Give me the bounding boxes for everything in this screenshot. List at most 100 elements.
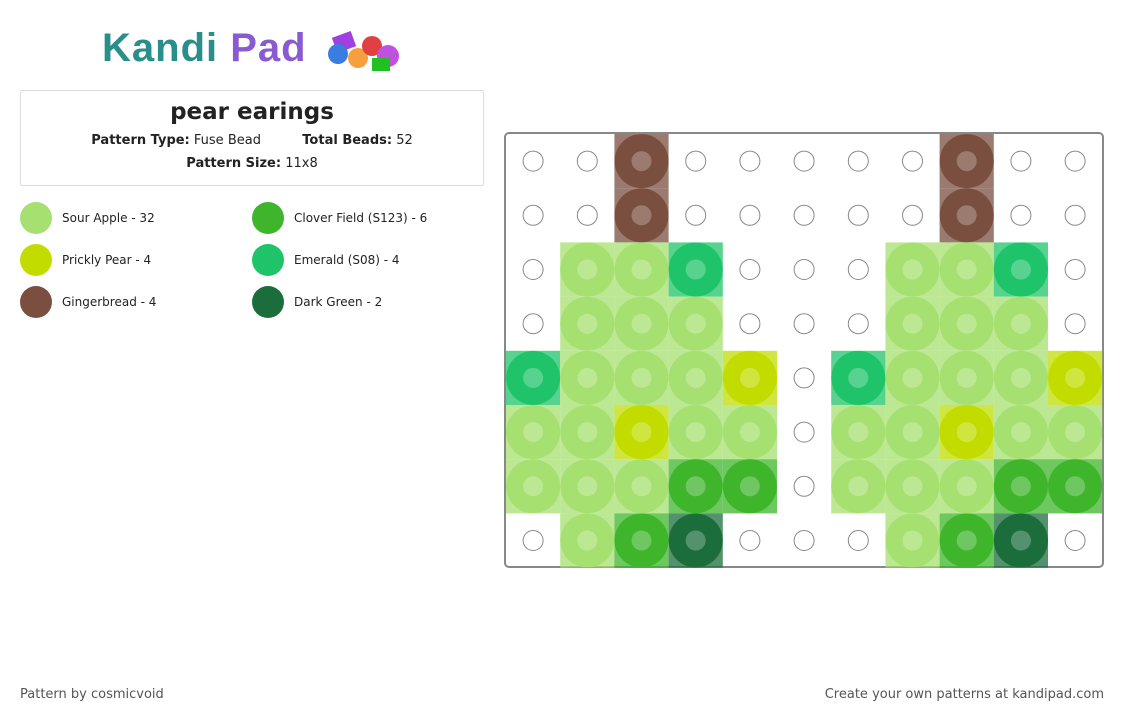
bead-cell — [885, 459, 940, 514]
bead — [885, 296, 940, 351]
bead-hole — [1065, 367, 1086, 388]
bead-hole — [685, 259, 706, 280]
bead — [885, 242, 940, 297]
legend-item: Emerald (S08) - 4 — [252, 244, 400, 276]
bead — [885, 350, 940, 405]
bead-cell — [614, 459, 669, 514]
bead-hole — [902, 422, 923, 443]
label: Total Beads: — [302, 133, 393, 148]
bead-cell — [560, 350, 615, 405]
bead-hole — [956, 422, 977, 443]
empty-peg — [739, 259, 761, 280]
logo-icon — [328, 31, 399, 71]
empty-peg — [739, 530, 761, 551]
empty-peg — [739, 204, 761, 226]
empty-peg — [793, 150, 815, 172]
empty-peg — [522, 259, 544, 280]
empty-peg — [793, 475, 815, 497]
legend-label: Clover Field (S123) - 6 — [294, 211, 428, 225]
bead — [1048, 459, 1103, 514]
bead-cell — [993, 513, 1048, 568]
bead — [668, 459, 723, 514]
bead-hole — [523, 476, 544, 497]
bead — [614, 134, 669, 189]
label: Pattern Size: — [186, 156, 282, 171]
bead-cell — [939, 513, 994, 568]
bead — [506, 350, 561, 405]
bead — [560, 242, 615, 297]
bead — [1048, 405, 1103, 460]
bead-hole — [848, 367, 869, 388]
bead-cell — [939, 296, 994, 351]
bead-hole — [631, 259, 652, 280]
bead — [560, 513, 615, 568]
legend-item: Prickly Pear - 4 — [20, 244, 151, 276]
bead-cell — [668, 296, 723, 351]
empty-peg — [522, 150, 544, 172]
bead-cell — [614, 405, 669, 460]
bead-cell — [831, 350, 886, 405]
bead — [614, 405, 669, 460]
bead — [1048, 350, 1103, 405]
bead-hole — [956, 530, 977, 551]
bead-hole — [902, 313, 923, 334]
bead-hole — [523, 367, 544, 388]
bead — [668, 242, 723, 297]
bead-cell — [614, 350, 669, 405]
bead-cell — [506, 459, 561, 514]
bead — [885, 405, 940, 460]
empty-peg — [793, 367, 815, 389]
bead-cell — [885, 242, 940, 297]
empty-peg — [1064, 150, 1086, 172]
bead — [939, 134, 994, 189]
bead — [939, 296, 994, 351]
bead — [722, 405, 777, 460]
empty-peg — [1010, 204, 1032, 226]
bead-hole — [631, 530, 652, 551]
bead-hole — [577, 259, 598, 280]
legend-label: Gingerbread - 4 — [62, 295, 157, 309]
legend-item: Sour Apple - 32 — [20, 202, 155, 234]
logo[interactable]: Kandi Pad — [102, 26, 307, 71]
bead-cell — [560, 296, 615, 351]
legend-item: Gingerbread - 4 — [20, 286, 156, 318]
bead — [560, 350, 615, 405]
bead-hole — [631, 422, 652, 443]
empty-peg — [739, 150, 761, 172]
value: Fuse Bead — [193, 133, 261, 148]
bead-hole — [902, 530, 923, 551]
bead — [993, 296, 1048, 351]
bead — [885, 513, 940, 568]
empty-peg — [1064, 259, 1086, 280]
bead-cell — [722, 459, 777, 514]
bead-hole — [956, 205, 977, 226]
bead — [668, 405, 723, 460]
footer-right[interactable]: Create your own patterns at kandipad.com — [824, 687, 1104, 702]
bead-cell — [560, 513, 615, 568]
legend-swatch — [252, 244, 284, 276]
bead-cell — [560, 405, 615, 460]
legend-swatch — [252, 286, 284, 318]
bead — [831, 405, 886, 460]
bead — [939, 242, 994, 297]
empty-peg — [522, 204, 544, 226]
empty-peg — [522, 530, 544, 551]
bead — [993, 459, 1048, 514]
bead-hole — [902, 476, 923, 497]
legend-label: Dark Green - 2 — [294, 295, 383, 309]
bead-cell — [614, 296, 669, 351]
bead — [506, 459, 561, 514]
bead-cell — [939, 134, 994, 189]
bead — [668, 296, 723, 351]
bead-hole — [577, 367, 598, 388]
bead-cell — [993, 296, 1048, 351]
bead — [506, 405, 561, 460]
bead — [722, 459, 777, 514]
empty-peg — [1064, 530, 1086, 551]
bead-hole — [1010, 530, 1031, 551]
bead-hole — [685, 422, 706, 443]
bead — [614, 188, 669, 243]
bead — [993, 513, 1048, 568]
bead-hole — [523, 422, 544, 443]
bead-hole — [739, 476, 760, 497]
